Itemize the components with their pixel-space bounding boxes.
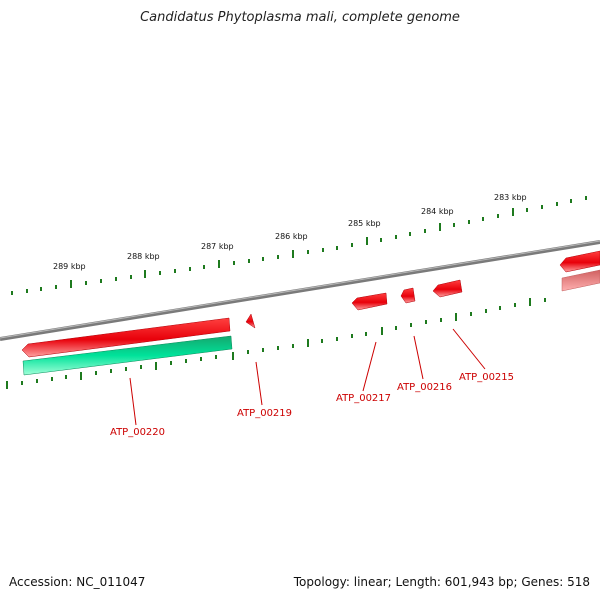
forward-genes xyxy=(21,250,600,358)
gene-bar-reverse[interactable] xyxy=(22,335,233,376)
gene-arrow-atp-00220[interactable] xyxy=(21,317,231,358)
upper-scale-ticks xyxy=(11,196,587,295)
genome-backbone-highlight xyxy=(0,240,600,339)
gene-arrow-atp-00217[interactable] xyxy=(351,292,388,311)
scale-label: 287 kbp xyxy=(201,242,234,251)
scale-label: 283 kbp xyxy=(494,193,527,202)
leader-line-atp-00215 xyxy=(452,328,486,370)
leader-line-atp-00217 xyxy=(362,341,377,392)
gene-arrow-offscreen-faded[interactable] xyxy=(561,269,600,292)
gene-label-atp-00220[interactable]: ATP_00220 xyxy=(110,427,165,438)
leader-line-atp-00216 xyxy=(413,335,424,380)
scale-label: 285 kbp xyxy=(348,219,381,228)
scale-label: 284 kbp xyxy=(421,207,454,216)
genome-summary-text: Topology: linear; Length: 601,943 bp; Ge… xyxy=(293,575,590,589)
gene-label-atp-00216[interactable]: ATP_00216 xyxy=(397,382,452,393)
gene-arrow-offscreen[interactable] xyxy=(559,250,600,273)
lower-scale-ticks xyxy=(6,298,546,389)
leader-line-atp-00219 xyxy=(255,361,263,406)
scale-label: 288 kbp xyxy=(127,252,160,261)
scale-label: 286 kbp xyxy=(275,232,308,241)
gene-arrow-atp-00219[interactable] xyxy=(245,313,256,329)
gene-label-atp-00219[interactable]: ATP_00219 xyxy=(237,408,292,419)
scale-labels: 289 kbp 288 kbp 287 kbp 286 kbp 285 kbp … xyxy=(53,193,527,271)
map-title: Candidatus Phytoplasma mali, complete ge… xyxy=(140,10,460,25)
accession-text: Accession: NC_011047 xyxy=(9,575,146,589)
gene-labels: ATP_00220 ATP_00219 ATP_00217 ATP_00216 … xyxy=(110,372,514,438)
leader-line-atp-00220 xyxy=(129,377,137,426)
gene-label-leaders xyxy=(129,328,486,426)
gene-arrow-atp-00215[interactable] xyxy=(432,279,463,298)
gene-label-atp-00217[interactable]: ATP_00217 xyxy=(336,393,391,404)
gene-arrow-atp-00216[interactable] xyxy=(400,287,416,304)
scale-label: 289 kbp xyxy=(53,262,86,271)
genome-backbone xyxy=(0,240,600,341)
gene-label-atp-00215[interactable]: ATP_00215 xyxy=(459,372,514,383)
